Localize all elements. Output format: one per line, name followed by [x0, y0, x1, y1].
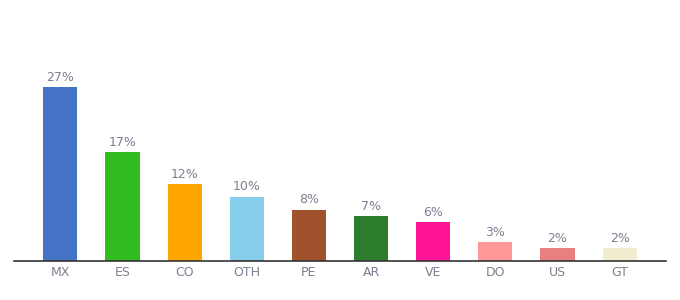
Bar — [105, 152, 139, 261]
Bar — [478, 242, 513, 261]
Text: 12%: 12% — [171, 168, 199, 181]
Text: 6%: 6% — [423, 206, 443, 219]
Text: 7%: 7% — [361, 200, 381, 213]
Bar — [292, 210, 326, 261]
Bar — [167, 184, 202, 261]
Text: 17%: 17% — [109, 136, 137, 148]
Bar — [541, 248, 575, 261]
Bar — [354, 216, 388, 261]
Text: 27%: 27% — [46, 71, 74, 84]
Text: 10%: 10% — [233, 181, 260, 194]
Text: 2%: 2% — [610, 232, 630, 245]
Text: 3%: 3% — [486, 226, 505, 238]
Bar — [230, 197, 264, 261]
Bar — [416, 222, 450, 261]
Text: 8%: 8% — [299, 194, 319, 206]
Text: 2%: 2% — [547, 232, 567, 245]
Bar — [44, 87, 78, 261]
Bar — [602, 248, 636, 261]
